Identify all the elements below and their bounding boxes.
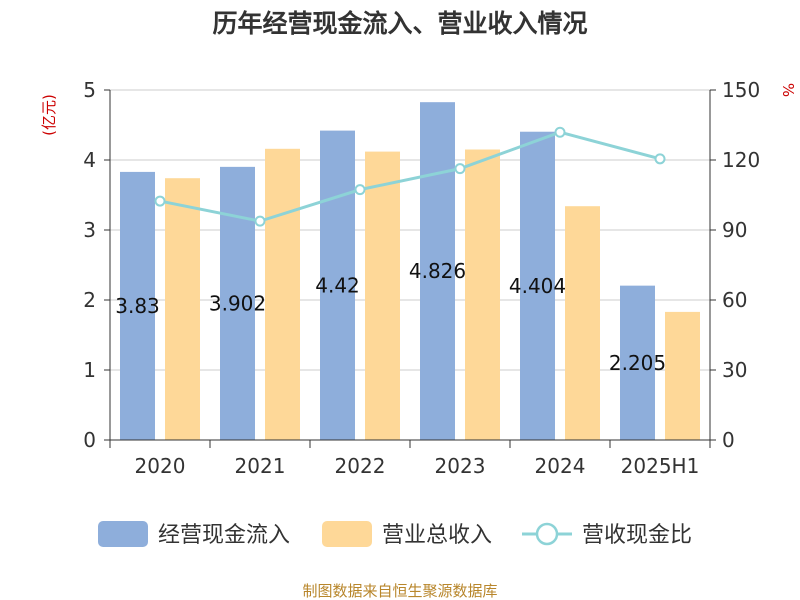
x-tick-label: 2023 xyxy=(435,454,486,478)
ratio-point xyxy=(454,163,466,175)
legend-swatch-cash-inflow xyxy=(98,521,148,547)
left-tick-label: 2 xyxy=(83,288,96,312)
right-axis-unit: % xyxy=(779,83,797,97)
axes: 0 1 2 3 4 5 0 30 60 90 120 150 2020 2021 2022 2023 2024 2… xyxy=(83,78,760,478)
cash-inflow-bar xyxy=(420,102,455,441)
legend: 经营现金流入 营业总收入 营收现金比 xyxy=(98,521,692,548)
ratio-point xyxy=(154,195,166,207)
revenue-bar xyxy=(365,151,400,440)
x-tick-label: 2024 xyxy=(535,454,586,478)
x-tick-label: 2022 xyxy=(335,454,386,478)
right-tick-label: 0 xyxy=(722,428,735,452)
legend-label-cash-inflow: 经营现金流入 xyxy=(158,523,290,548)
ratio-line-path xyxy=(159,130,661,223)
revenue-bar xyxy=(265,148,300,441)
revenue-bar xyxy=(465,149,500,440)
right-tick-label: 90 xyxy=(722,218,747,242)
right-tick-label: 120 xyxy=(722,148,760,172)
left-tick-label: 5 xyxy=(83,78,96,102)
ratio-point xyxy=(554,126,566,138)
cash-inflow-data-label: 4.42 xyxy=(315,273,360,297)
cash-inflow-bar xyxy=(220,166,255,441)
right-tick-label: 30 xyxy=(722,358,747,382)
left-tick-label: 4 xyxy=(83,148,96,172)
source-note: 制图数据来自恒生聚源数据库 xyxy=(302,582,497,600)
revenue-bar xyxy=(565,206,600,440)
ratio-point xyxy=(654,153,666,165)
revenue-bar xyxy=(665,311,700,440)
x-tick-label: 2021 xyxy=(235,454,286,478)
cash-inflow-data-label: 4.826 xyxy=(409,259,466,283)
revenue-bar xyxy=(165,178,200,440)
left-tick-label: 3 xyxy=(83,218,96,242)
ratio-point xyxy=(254,215,266,227)
ratio-line xyxy=(154,126,666,227)
ratio-point xyxy=(354,184,366,196)
right-tick-label: 60 xyxy=(722,288,747,312)
legend-label-ratio: 营收现金比 xyxy=(582,523,692,548)
cash-inflow-data-label: 3.83 xyxy=(115,294,160,318)
cash-inflow-data-label: 2.205 xyxy=(609,351,666,375)
x-tick-label: 2025H1 xyxy=(621,454,700,478)
x-tick-label: 2020 xyxy=(135,454,186,478)
legend-marker-ratio xyxy=(535,522,559,546)
bars xyxy=(120,102,700,441)
legend-label-revenue: 营业总收入 xyxy=(382,523,492,548)
grid-lines xyxy=(110,89,710,371)
left-tick-label: 0 xyxy=(83,428,96,452)
cash-inflow-data-label: 3.902 xyxy=(209,291,266,315)
cash-inflow-bar xyxy=(620,285,655,440)
data-labels: 3.83 3.902 4.42 4.826 4.404 2.205 xyxy=(115,259,666,375)
chart-title: 历年经营现金流入、营业收入情况 xyxy=(212,9,587,38)
cash-inflow-bar xyxy=(320,130,355,440)
right-tick-label: 150 xyxy=(722,78,760,102)
cash-inflow-data-label: 4.404 xyxy=(509,274,566,298)
left-axis-unit: (亿元) xyxy=(40,94,58,136)
left-tick-label: 1 xyxy=(83,358,96,382)
legend-swatch-revenue xyxy=(322,521,372,547)
cash-inflow-bar xyxy=(120,171,155,440)
cash-inflow-bar xyxy=(520,131,555,440)
